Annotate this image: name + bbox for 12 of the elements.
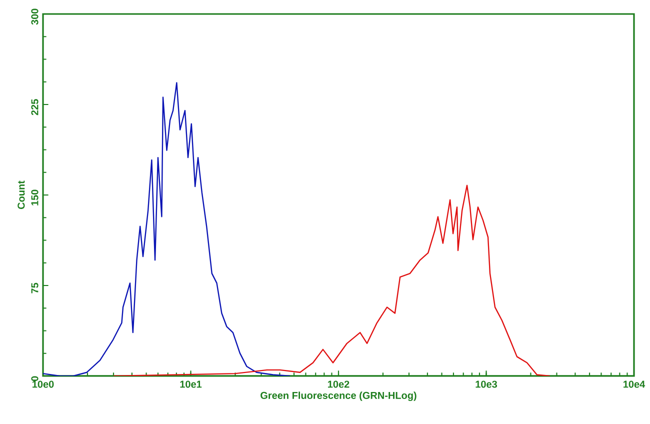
x-tick-label: 10e0	[32, 380, 54, 388]
y-axis-title: Count	[18, 180, 25, 210]
y-tick-label: 150	[31, 190, 38, 206]
y-tick-label: 0	[31, 376, 38, 382]
x-tick-label: 10e1	[180, 380, 202, 388]
x-tick-label: 10e3	[476, 380, 498, 388]
y-tick-label: 75	[31, 282, 38, 294]
y-tick-label: 225	[31, 99, 38, 116]
x-axis-title: Green Fluorescence (GRN-HLog)	[260, 392, 416, 401]
x-tick-label: 10e2	[328, 380, 350, 388]
y-tick-label: 300	[31, 8, 38, 25]
x-tick-label: 10e4	[624, 380, 646, 388]
